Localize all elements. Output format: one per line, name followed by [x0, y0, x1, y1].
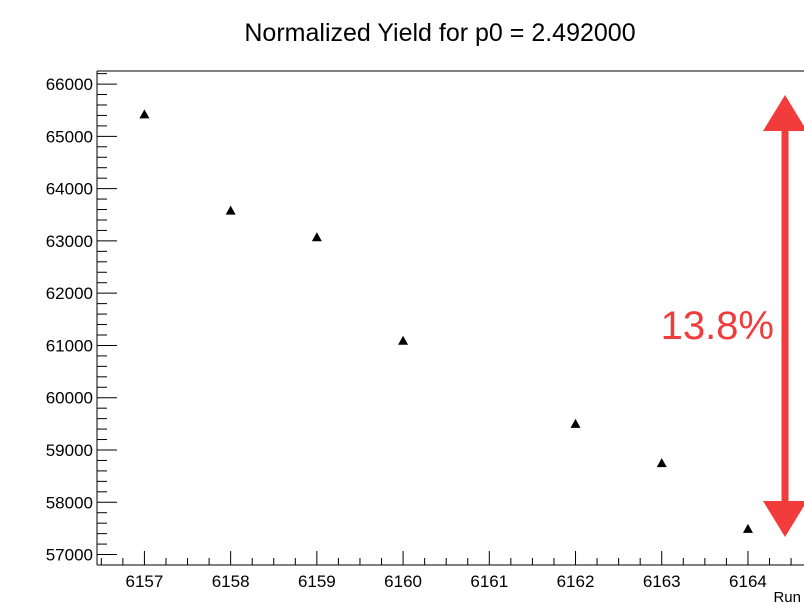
y-tick-label: 64000: [46, 180, 93, 199]
y-tick-label: 63000: [46, 232, 93, 251]
y-tick-label: 60000: [46, 389, 93, 408]
annotation-arrow-head-down: [763, 501, 804, 537]
x-tick-label: 6163: [643, 572, 681, 591]
y-tick-label: 62000: [46, 284, 93, 303]
data-point: [656, 458, 667, 468]
data-point: [742, 523, 753, 533]
x-tick-label: 6157: [126, 572, 164, 591]
x-axis-title: Run: [773, 589, 801, 606]
x-tick-label: 6164: [729, 572, 767, 591]
data-point: [225, 205, 236, 215]
y-tick-label: 59000: [46, 441, 93, 460]
y-tick-label: 66000: [46, 75, 93, 94]
x-tick-label: 6158: [212, 572, 250, 591]
x-tick-label: 6161: [470, 572, 508, 591]
y-tick-label: 57000: [46, 546, 93, 565]
data-point: [570, 418, 581, 428]
data-point: [139, 109, 150, 119]
annotation-label: 13.8%: [661, 304, 774, 348]
y-tick-label: 65000: [46, 127, 93, 146]
x-tick-label: 6159: [298, 572, 336, 591]
x-tick-label: 6160: [384, 572, 422, 591]
x-tick-label: 6162: [557, 572, 595, 591]
y-tick-label: 61000: [46, 336, 93, 355]
chart-title: Normalized Yield for p0 = 2.492000: [244, 19, 635, 47]
annotation-arrow-head-up: [763, 95, 804, 131]
y-tick-label: 58000: [46, 493, 93, 512]
data-point: [398, 335, 409, 345]
data-point: [311, 232, 322, 242]
